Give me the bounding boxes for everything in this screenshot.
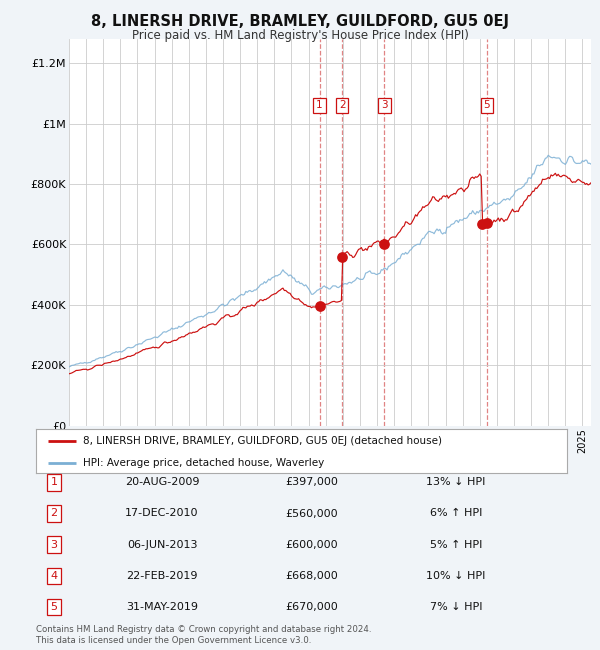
- Text: Price paid vs. HM Land Registry's House Price Index (HPI): Price paid vs. HM Land Registry's House …: [131, 29, 469, 42]
- Text: 17-DEC-2010: 17-DEC-2010: [125, 508, 199, 519]
- Text: 5% ↑ HPI: 5% ↑ HPI: [430, 540, 482, 550]
- Text: 31-MAY-2019: 31-MAY-2019: [126, 602, 198, 612]
- Text: £397,000: £397,000: [286, 477, 338, 488]
- Text: 10% ↓ HPI: 10% ↓ HPI: [427, 571, 485, 581]
- Text: 2: 2: [50, 508, 58, 519]
- Text: 4: 4: [50, 571, 58, 581]
- Text: £670,000: £670,000: [286, 602, 338, 612]
- Text: HPI: Average price, detached house, Waverley: HPI: Average price, detached house, Wave…: [83, 458, 324, 468]
- Text: 5: 5: [484, 101, 490, 111]
- Text: 13% ↓ HPI: 13% ↓ HPI: [427, 477, 485, 488]
- Text: 1: 1: [316, 101, 323, 111]
- Point: [482, 218, 491, 229]
- Text: 20-AUG-2009: 20-AUG-2009: [125, 477, 199, 488]
- Text: £668,000: £668,000: [286, 571, 338, 581]
- Point: [380, 239, 389, 250]
- Point: [315, 300, 325, 311]
- Text: £560,000: £560,000: [286, 508, 338, 519]
- Text: 3: 3: [50, 540, 58, 550]
- Text: 6% ↑ HPI: 6% ↑ HPI: [430, 508, 482, 519]
- Text: 8, LINERSH DRIVE, BRAMLEY, GUILDFORD, GU5 0EJ: 8, LINERSH DRIVE, BRAMLEY, GUILDFORD, GU…: [91, 14, 509, 29]
- Text: 06-JUN-2013: 06-JUN-2013: [127, 540, 197, 550]
- Text: 2: 2: [339, 101, 346, 111]
- Text: £600,000: £600,000: [286, 540, 338, 550]
- Text: 3: 3: [381, 101, 388, 111]
- Text: 1: 1: [50, 477, 58, 488]
- Text: 22-FEB-2019: 22-FEB-2019: [126, 571, 198, 581]
- Point: [337, 252, 347, 262]
- Text: Contains HM Land Registry data © Crown copyright and database right 2024.
This d: Contains HM Land Registry data © Crown c…: [36, 625, 371, 645]
- Text: 5: 5: [50, 602, 58, 612]
- Point: [478, 218, 487, 229]
- Text: 8, LINERSH DRIVE, BRAMLEY, GUILDFORD, GU5 0EJ (detached house): 8, LINERSH DRIVE, BRAMLEY, GUILDFORD, GU…: [83, 436, 442, 446]
- Text: 7% ↓ HPI: 7% ↓ HPI: [430, 602, 482, 612]
